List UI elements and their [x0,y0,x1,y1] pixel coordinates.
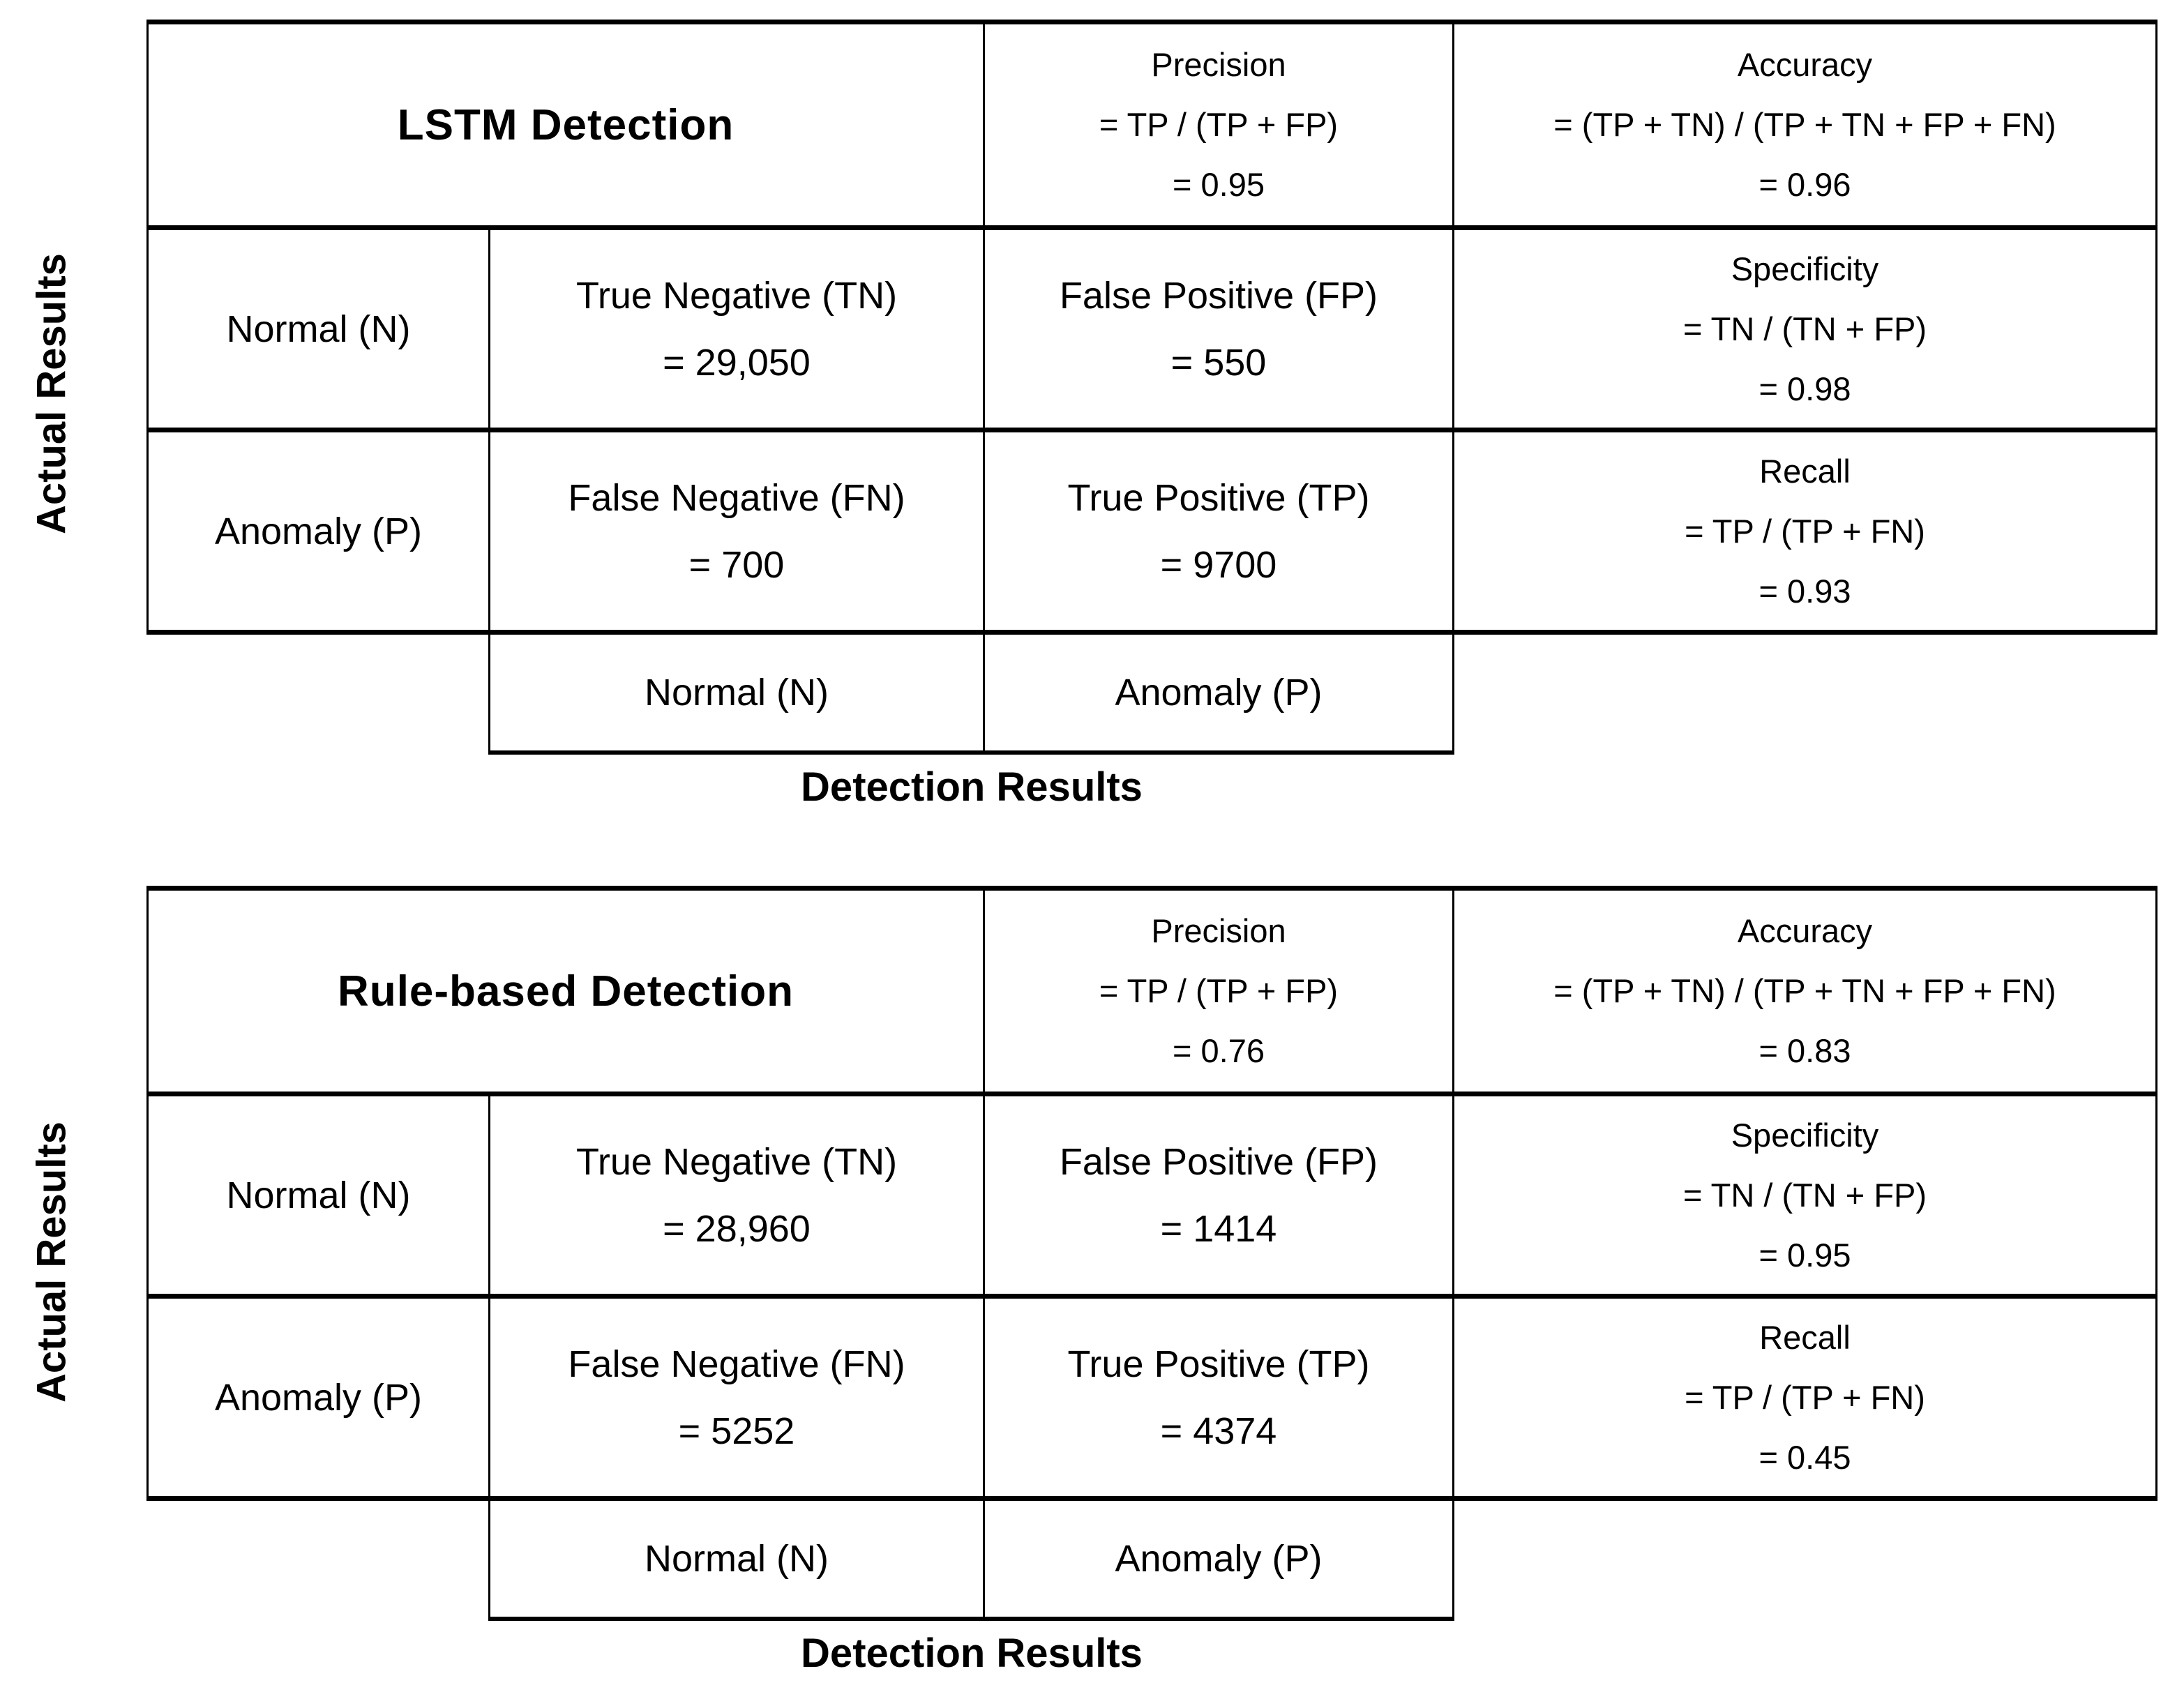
cell-label: True Negative (TN) [575,274,898,317]
col-label-normal: Normal (N) [488,632,985,755]
metric-name: Specificity [1731,1116,1879,1154]
row-label-text: Anomaly (P) [214,510,423,552]
metric-name: Precision [1151,46,1286,83]
true-positive-cell: True Positive (TP) = 4374 [983,1294,1454,1501]
false-positive-cell: False Positive (FP) = 550 [983,225,1454,432]
metric-formula: = (TP + TN) / (TP + TN + FP + FN) [1553,972,2056,1009]
specificity-cell: Specificity = TN / (TN + FP) = 0.95 [1452,1092,2157,1299]
metric-name: Precision [1151,912,1286,949]
metric-formula: = TP / (TP + FN) [1685,512,1925,550]
metric-formula: = TP / (TP + FP) [1099,106,1339,143]
metric-value: = 0.76 [1173,1032,1265,1069]
anomaly-row: Anomaly (P) False Negative (FN) = 700 Tr… [146,428,2157,635]
normal-row: Normal (N) True Negative (TN) = 29,050 F… [146,225,2157,432]
header-row: Rule-based Detection Precision = TP / (T… [146,886,2157,1096]
metric-name: Recall [1759,452,1851,490]
cell-value: = 4374 [1160,1410,1277,1452]
cell-label: True Positive (TP) [1067,476,1370,519]
recall-cell: Recall = TP / (TP + FN) = 0.45 [1452,1294,2157,1501]
false-negative-cell: False Negative (FN) = 5252 [488,1294,985,1501]
recall-cell: Recall = TP / (TP + FN) = 0.93 [1452,428,2157,635]
x-axis-label-detection-results: Detection Results [801,764,1143,810]
true-negative-cell: True Negative (TN) = 29,050 [488,225,985,432]
metric-value: = 0.98 [1759,370,1851,407]
row-label-anomaly: Anomaly (P) [146,1294,490,1501]
spacer-cell [1454,633,2157,753]
y-axis-label-actual-results: Actual Results [29,253,75,535]
metric-name: Specificity [1731,250,1879,287]
metric-formula: = (TP + TN) / (TP + TN + FP + FN) [1553,106,2056,143]
metric-value: = 0.95 [1759,1236,1851,1274]
header-row: LSTM Detection Precision = TP / (TP + FP… [146,20,2157,230]
metric-name: Accuracy [1737,912,1873,949]
row-label-anomaly: Anomaly (P) [146,428,490,635]
true-negative-cell: True Negative (TN) = 28,960 [488,1092,985,1299]
row-label-text: Anomaly (P) [214,1376,423,1419]
col-label-normal: Normal (N) [488,1498,985,1621]
metric-formula: = TN / (TN + FP) [1682,310,1927,347]
true-positive-cell: True Positive (TP) = 9700 [983,428,1454,635]
normal-row: Normal (N) True Negative (TN) = 28,960 F… [146,1092,2157,1299]
metric-value: = 0.83 [1759,1032,1851,1069]
cell-label: True Positive (TP) [1067,1343,1370,1385]
precision-cell: Precision = TP / (TP + FP) = 0.95 [983,20,1454,230]
cell-value: = 5252 [678,1410,795,1452]
column-footer-row: Normal (N) Anomaly (P) [148,1498,2157,1621]
row-label-normal: Normal (N) [146,1092,490,1299]
cell-label: False Negative (FN) [568,1343,905,1385]
cell-value: = 700 [688,543,785,586]
accuracy-cell: Accuracy = (TP + TN) / (TP + TN + FP + F… [1452,20,2157,230]
precision-cell: Precision = TP / (TP + FP) = 0.76 [983,886,1454,1096]
col-label-anomaly: Anomaly (P) [983,1498,1454,1621]
row-label-normal: Normal (N) [146,225,490,432]
metric-value: = 0.45 [1759,1438,1851,1476]
confusion-matrix-rule-based: Rule-based Detection Precision = TP / (T… [146,886,2157,1621]
metric-name: Accuracy [1737,46,1873,83]
cell-label: False Negative (FN) [568,476,905,519]
cell-label: True Negative (TN) [575,1140,898,1183]
table-title: Rule-based Detection [146,886,985,1096]
column-footer-row: Normal (N) Anomaly (P) [148,632,2157,755]
x-axis-label-detection-results: Detection Results [801,1631,1143,1676]
spacer-cell [148,633,490,753]
col-label-anomaly: Anomaly (P) [983,632,1454,755]
false-negative-cell: False Negative (FN) = 700 [488,428,985,635]
accuracy-cell: Accuracy = (TP + TN) / (TP + TN + FP + F… [1452,886,2157,1096]
metric-name: Recall [1759,1318,1851,1356]
cell-value: = 29,050 [663,341,811,384]
metric-formula: = TN / (TN + FP) [1682,1176,1927,1214]
table-title: LSTM Detection [146,20,985,230]
metric-value: = 0.93 [1759,572,1851,610]
spacer-cell [1454,1499,2157,1619]
metric-formula: = TP / (TP + FP) [1099,972,1339,1009]
cell-value: = 1414 [1160,1207,1277,1250]
spacer-cell [148,1499,490,1619]
cell-label: False Positive (FP) [1059,274,1378,317]
row-label-text: Normal (N) [226,308,411,350]
cell-value: = 550 [1170,341,1267,384]
cell-value: = 9700 [1160,543,1277,586]
false-positive-cell: False Positive (FP) = 1414 [983,1092,1454,1299]
confusion-matrix-lstm: LSTM Detection Precision = TP / (TP + FP… [146,20,2157,755]
anomaly-row: Anomaly (P) False Negative (FN) = 5252 T… [146,1294,2157,1501]
specificity-cell: Specificity = TN / (TN + FP) = 0.98 [1452,225,2157,432]
cell-value: = 28,960 [663,1207,811,1250]
cell-label: False Positive (FP) [1059,1140,1378,1183]
row-label-text: Normal (N) [226,1174,411,1216]
metric-formula: = TP / (TP + FN) [1685,1378,1925,1416]
y-axis-label-actual-results: Actual Results [29,1121,75,1403]
metric-value: = 0.95 [1173,166,1265,203]
metric-value: = 0.96 [1759,166,1851,203]
